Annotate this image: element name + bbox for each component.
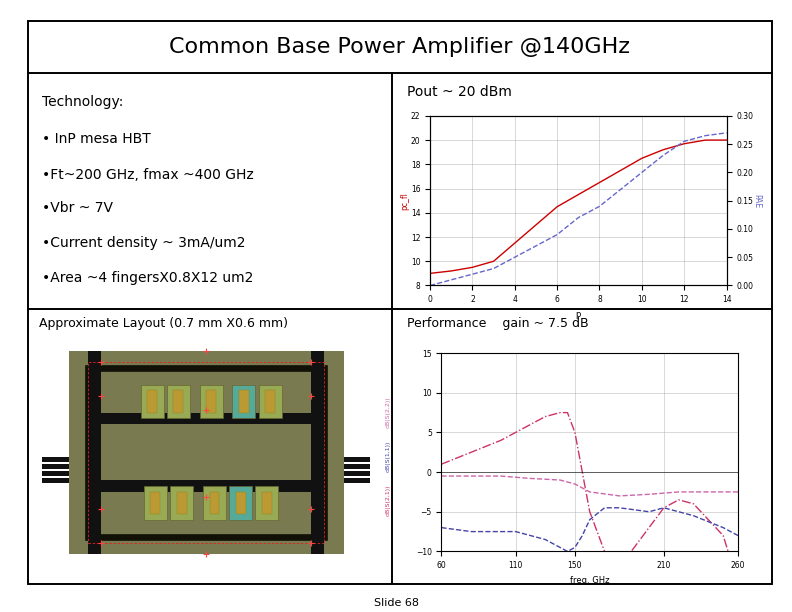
FancyBboxPatch shape (170, 486, 193, 520)
Text: •Area ~4 fingersX0.8X12 um2: •Area ~4 fingersX0.8X12 um2 (42, 271, 253, 285)
Bar (344, 471, 377, 476)
FancyBboxPatch shape (259, 384, 282, 419)
Bar (206, 390, 216, 412)
Text: • InP mesa HBT: • InP mesa HBT (42, 132, 151, 146)
Bar (88, 419, 324, 424)
Bar (88, 412, 324, 419)
Bar (36, 463, 69, 469)
Bar (88, 486, 324, 492)
Bar (88, 351, 95, 554)
Bar (262, 492, 272, 514)
Text: Pout ~ 20 dBm: Pout ~ 20 dBm (407, 85, 512, 99)
Bar (344, 463, 377, 469)
Y-axis label: PAE: PAE (752, 193, 762, 207)
Text: Slide 68: Slide 68 (374, 598, 418, 608)
Text: Technology:: Technology: (42, 95, 124, 109)
Bar (88, 368, 324, 537)
Bar (318, 351, 324, 554)
Text: Performance    gain ~ 7.5 dB: Performance gain ~ 7.5 dB (407, 317, 589, 330)
Text: Common Base Power Amplifier @140GHz: Common Base Power Amplifier @140GHz (169, 37, 630, 58)
Bar (236, 492, 246, 514)
FancyBboxPatch shape (141, 384, 164, 419)
Bar (311, 351, 318, 554)
Bar (177, 492, 187, 514)
Bar (36, 478, 69, 483)
Bar (36, 457, 69, 462)
Bar (36, 471, 69, 476)
Bar (88, 362, 324, 543)
X-axis label: freq. GHz: freq. GHz (570, 576, 610, 584)
Bar (210, 492, 219, 514)
Bar (147, 390, 157, 412)
Bar (239, 390, 249, 412)
Text: •Vbr ~ 7V: •Vbr ~ 7V (42, 201, 113, 215)
Bar (173, 390, 183, 412)
FancyBboxPatch shape (233, 384, 255, 419)
Bar (344, 478, 377, 483)
Bar (150, 492, 160, 514)
Text: Approximate Layout (0.7 mm X0.6 mm): Approximate Layout (0.7 mm X0.6 mm) (39, 317, 287, 330)
Bar (69, 351, 344, 554)
X-axis label: p: p (576, 310, 581, 319)
Bar (265, 390, 275, 412)
Text: dB(S(2,2)): dB(S(2,2)) (386, 397, 390, 428)
Text: •Current density ~ 3mA/um2: •Current density ~ 3mA/um2 (42, 236, 246, 250)
Bar (75, 356, 337, 548)
FancyBboxPatch shape (229, 486, 252, 520)
Text: dB(S(2,1)): dB(S(2,1)) (386, 484, 390, 515)
FancyBboxPatch shape (144, 486, 167, 520)
Bar (344, 457, 377, 462)
FancyBboxPatch shape (167, 384, 190, 419)
FancyBboxPatch shape (203, 486, 226, 520)
Y-axis label: pc_fl: pc_fl (400, 192, 409, 210)
FancyBboxPatch shape (255, 486, 278, 520)
Bar (88, 480, 324, 486)
Bar (95, 351, 101, 554)
Text: dB(S(1,1)): dB(S(1,1)) (386, 441, 390, 472)
Text: •Ft~200 GHz, fmax ~400 GHz: •Ft~200 GHz, fmax ~400 GHz (42, 168, 254, 182)
FancyBboxPatch shape (200, 384, 223, 419)
